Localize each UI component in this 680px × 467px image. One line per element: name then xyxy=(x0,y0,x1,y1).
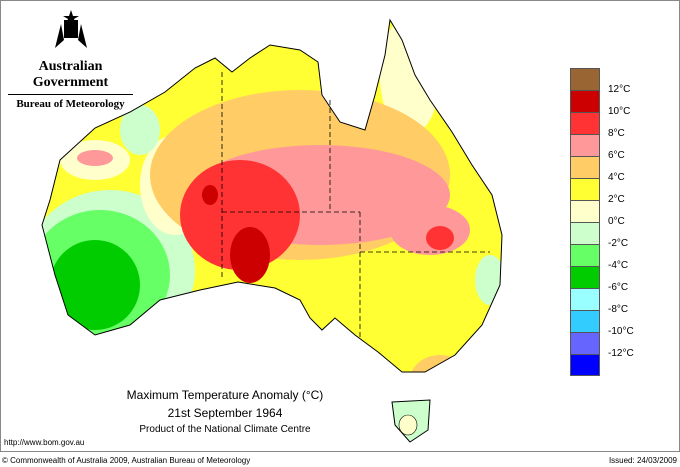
bureau-name: Bureau of Meteorology xyxy=(8,94,133,110)
legend-swatch xyxy=(570,288,600,310)
legend-swatch xyxy=(570,178,600,200)
legend-label: -10°C xyxy=(608,326,634,337)
title-line: Maximum Temperature Anomaly (°C) xyxy=(126,388,324,402)
legend-label: 0°C xyxy=(608,216,625,227)
legend-swatch xyxy=(570,112,600,134)
color-legend: 12°C 10°C 8°C 6°C 4°C 2°C 0°C -2°C -4°C -6°C -8°C -… xyxy=(570,68,634,376)
legend-label: 10°C xyxy=(608,106,631,117)
coat-of-arms-icon xyxy=(54,10,87,48)
website-link[interactable]: http://www.bom.gov.au xyxy=(4,438,85,447)
date-line: 21st September 1964 xyxy=(167,406,283,420)
legend-label: 8°C xyxy=(608,128,625,139)
legend-swatch xyxy=(570,354,600,376)
legend-label: 2°C xyxy=(608,194,625,205)
legend-label: 12°C xyxy=(608,84,631,95)
government-name: Australian Government xyxy=(32,59,109,90)
legend-label: 6°C xyxy=(608,150,625,161)
legend-swatch xyxy=(570,134,600,156)
legend-label: -12°C xyxy=(608,348,634,359)
issued-date: Issued: 24/03/2009 xyxy=(608,456,677,465)
product-line: Product of the National Climate Centre xyxy=(139,424,311,435)
legend-swatch xyxy=(570,222,600,244)
map-title: Maximum Temperature Anomaly (°C) 21st Se… xyxy=(60,388,390,439)
legend-swatch xyxy=(570,90,600,112)
legend-label: -2°C xyxy=(608,238,629,249)
government-logo: Australian Government Bureau of Meteorol… xyxy=(8,10,133,110)
legend-swatch xyxy=(570,266,600,288)
legend-label: 4°C xyxy=(608,172,625,183)
legend-swatch xyxy=(570,244,600,266)
legend-swatch xyxy=(570,200,600,222)
legend-label: -8°C xyxy=(608,304,629,315)
legend-swatch xyxy=(570,68,600,90)
legend-swatch xyxy=(570,310,600,332)
legend-swatch xyxy=(570,332,600,354)
legend-label: -6°C xyxy=(608,282,629,293)
copyright: © Commonwealth of Australia 2009, Austra… xyxy=(2,456,251,465)
legend-swatch xyxy=(570,156,600,178)
legend-label: -4°C xyxy=(608,260,629,271)
